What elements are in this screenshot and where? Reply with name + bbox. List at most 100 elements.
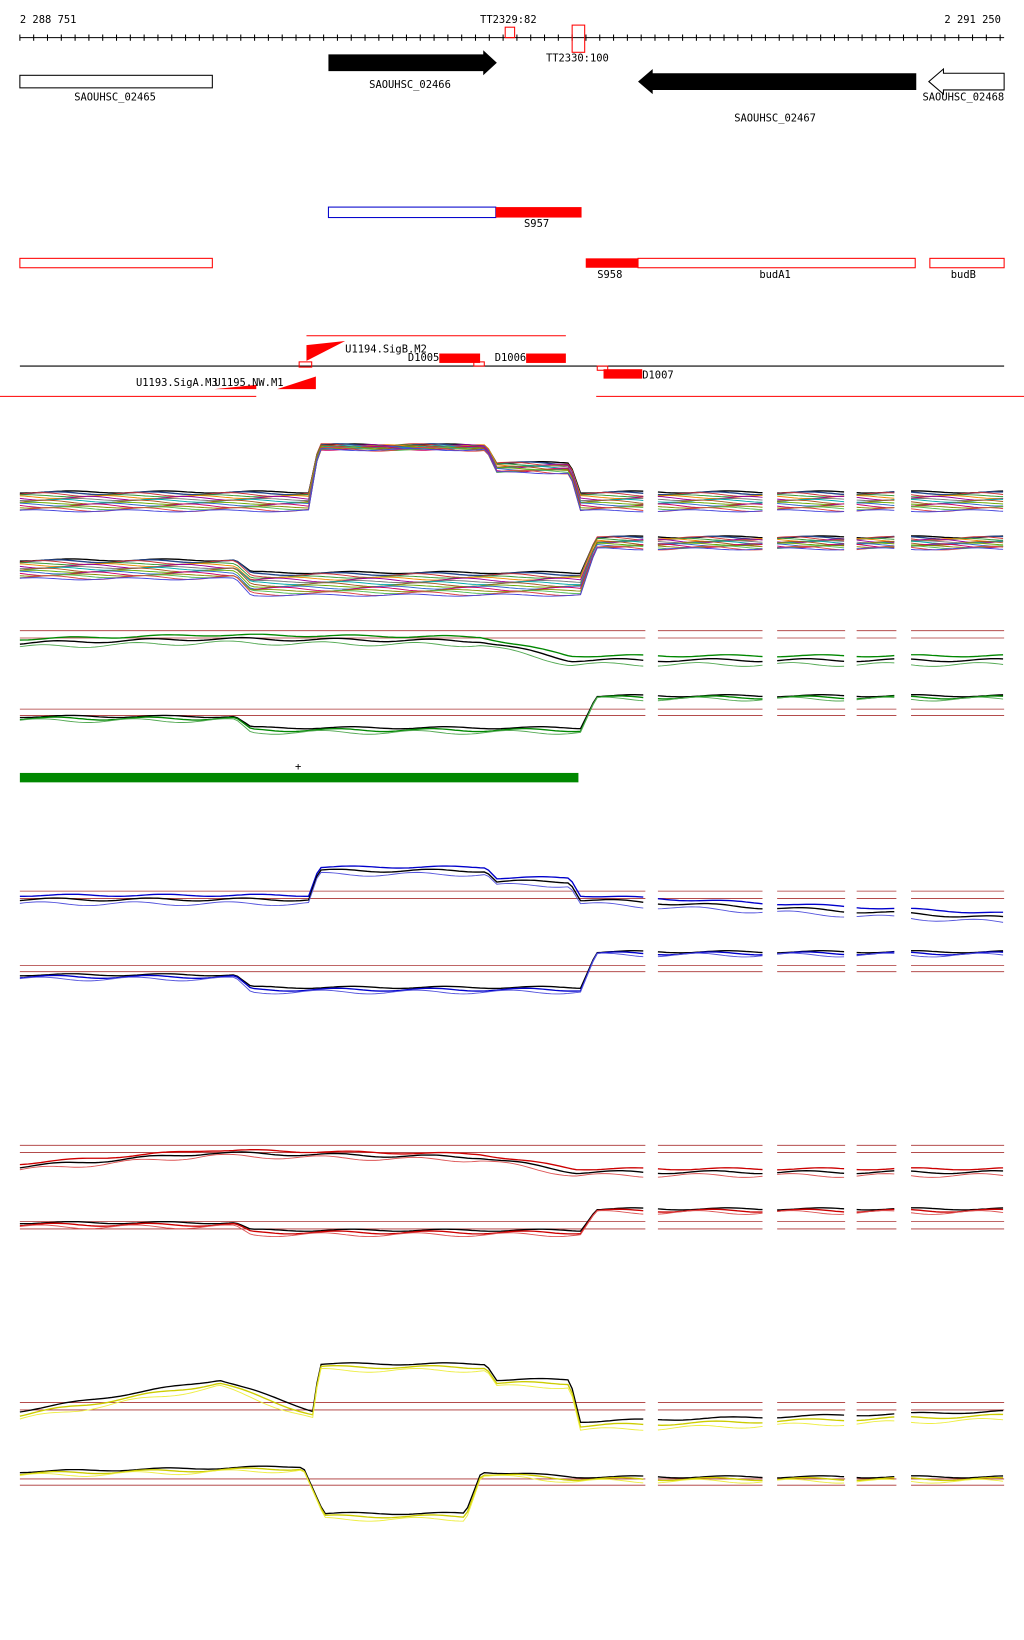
track-line <box>19 443 644 497</box>
rna <box>495 207 582 218</box>
track-line <box>777 1167 845 1171</box>
track-line <box>856 1173 895 1177</box>
track-line <box>19 448 644 513</box>
track-line <box>856 1167 895 1171</box>
start-coord: 2 288 751 <box>20 14 77 26</box>
terminator <box>571 24 586 53</box>
track-line <box>19 952 644 995</box>
track-line <box>856 1416 895 1422</box>
track-line <box>19 445 644 505</box>
track-line <box>657 1416 763 1421</box>
track-line <box>19 542 644 588</box>
track-line <box>856 1420 895 1425</box>
track-line <box>657 1476 763 1482</box>
track-line <box>911 547 1004 551</box>
track-line <box>777 906 845 913</box>
track-line <box>777 1478 845 1484</box>
track-line <box>910 1173 1004 1178</box>
track-line <box>19 694 644 730</box>
track-line <box>777 1476 845 1481</box>
gene <box>638 69 917 95</box>
track-line <box>910 538 1004 544</box>
track-line <box>910 1478 1004 1484</box>
track-line <box>657 1210 763 1215</box>
track-line <box>657 1424 763 1431</box>
track-line <box>19 1364 644 1428</box>
track-line <box>856 907 895 910</box>
feature-label: U1194.SigB.M2 <box>345 343 427 355</box>
track-line <box>19 1465 644 1516</box>
track-line <box>657 1475 763 1479</box>
feature <box>526 353 566 363</box>
feature-label: U1193.SigA.M3 <box>136 377 218 389</box>
track-line <box>19 950 644 990</box>
track-line <box>777 507 845 512</box>
track-line <box>856 1478 895 1483</box>
track-line <box>856 662 895 666</box>
feature <box>306 340 346 361</box>
track-line <box>777 696 845 702</box>
track-line <box>19 544 644 592</box>
track-line <box>910 918 1004 923</box>
terminator <box>504 26 516 39</box>
track-line <box>19 1362 644 1424</box>
track-line <box>856 1170 895 1175</box>
track-line <box>777 1210 845 1215</box>
track-line <box>856 501 895 504</box>
gene <box>928 67 1005 96</box>
track-line <box>19 871 644 909</box>
track-line <box>657 654 763 658</box>
track-line <box>657 1167 763 1171</box>
feature-label: D1007 <box>642 370 673 382</box>
track-line <box>777 952 845 958</box>
track-line <box>19 1207 644 1232</box>
track-line <box>856 1210 895 1214</box>
feature <box>214 384 257 390</box>
track-line <box>910 1476 1004 1482</box>
track-line <box>657 897 763 905</box>
track-line <box>777 1475 845 1479</box>
track-line <box>19 547 644 597</box>
track-line <box>856 494 895 497</box>
track-line <box>856 911 895 914</box>
track-line <box>856 502 895 506</box>
gene-label: SAOUHSC_02467 <box>734 112 816 124</box>
track-line <box>856 1475 895 1479</box>
track-line <box>19 444 644 499</box>
track-line <box>856 495 895 499</box>
track-line <box>19 1467 644 1519</box>
track-line <box>777 1413 845 1419</box>
track-line <box>777 540 845 544</box>
track-line <box>777 499 845 505</box>
track-line <box>777 1422 845 1427</box>
rna-label: S957 <box>524 218 549 230</box>
track-line <box>19 1153 644 1178</box>
track-line <box>657 1207 763 1211</box>
track-line <box>777 654 845 658</box>
track-line <box>777 545 845 551</box>
track-line <box>777 1173 845 1178</box>
rna <box>327 206 497 219</box>
track-line <box>19 1469 644 1522</box>
marker: + <box>295 761 301 773</box>
track-line <box>657 1208 763 1213</box>
track-line <box>19 545 644 597</box>
rna <box>929 257 1005 269</box>
track-line <box>910 952 1004 958</box>
expression-tracks <box>19 443 1005 1522</box>
track-line <box>910 658 1004 663</box>
feature <box>473 361 485 367</box>
rna <box>637 257 916 269</box>
track-line <box>19 446 644 512</box>
rna-label: budA1 <box>759 269 790 281</box>
track-line <box>777 509 845 513</box>
terminator-label: TT2330:100 <box>546 53 609 65</box>
track-line <box>777 910 845 918</box>
track-line <box>19 1208 644 1235</box>
track-line <box>19 1368 644 1431</box>
track-line <box>777 1208 845 1213</box>
track-line <box>19 636 644 663</box>
track-line <box>910 1170 1004 1175</box>
track-line <box>856 952 895 957</box>
track-line <box>856 914 895 918</box>
